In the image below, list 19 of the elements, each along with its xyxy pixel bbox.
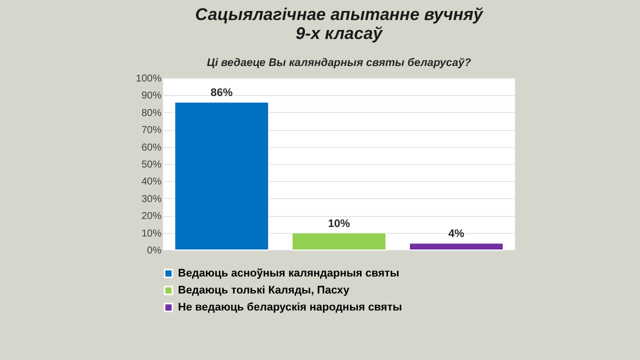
y-tick-label: 30% xyxy=(141,194,162,205)
data-label: 86% xyxy=(210,87,233,100)
y-tick-label: 100% xyxy=(136,74,162,84)
y-tick-label: 0% xyxy=(147,246,162,256)
y-tick-label: 80% xyxy=(141,108,162,119)
y-tick-label: 50% xyxy=(141,160,162,170)
y-tick-label: 20% xyxy=(141,211,162,222)
legend-label: Ведаюць толькі Каляды, Пасху xyxy=(178,284,350,296)
chart-title: Сацыялагічнае апытанне вучняў 9-х класаў xyxy=(195,5,484,43)
y-tick-label: 10% xyxy=(141,228,162,240)
y-tick-label: 70% xyxy=(141,125,162,136)
chart-subtitle: Ці ведаеце Вы каляндарныя святы беларусаў? xyxy=(206,57,472,69)
data-label: 10% xyxy=(328,218,350,230)
legend-label: Не ведаюць беларускія народныя святы xyxy=(178,302,402,314)
y-tick-label: 40% xyxy=(141,176,162,188)
data-label: 4% xyxy=(448,228,464,240)
legend-label: Ведаюць асноўныя каляндарныя святы xyxy=(178,268,400,280)
y-tick-label: 60% xyxy=(141,142,162,154)
y-tick-label: 90% xyxy=(141,90,162,102)
